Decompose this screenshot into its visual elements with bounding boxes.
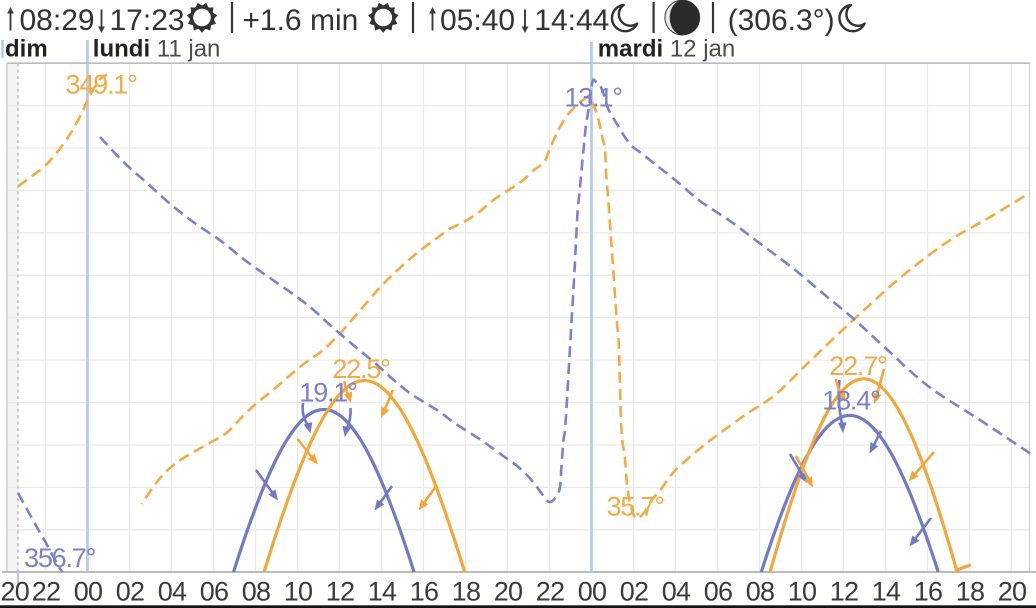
svg-text:06: 06	[200, 577, 228, 607]
svg-text:02: 02	[116, 577, 144, 607]
svg-text:19.1°: 19.1°	[299, 378, 357, 408]
svg-text:10: 10	[284, 577, 312, 607]
svg-text:18: 18	[452, 577, 480, 607]
svg-text:16: 16	[914, 577, 942, 607]
svg-text:lundi 11 jan: lundi 11 jan	[93, 36, 221, 63]
svg-text:20: 20	[1, 577, 29, 607]
svg-text:12: 12	[830, 577, 858, 607]
svg-text:22.7°: 22.7°	[829, 351, 887, 381]
svg-text:06: 06	[704, 577, 732, 607]
svg-text:35.7°: 35.7°	[607, 492, 665, 522]
svg-text:00: 00	[74, 577, 102, 607]
svg-text:349.1°: 349.1°	[66, 70, 138, 100]
svg-text:mardi 12 jan: mardi 12 jan	[598, 36, 735, 63]
svg-text:dim: dim	[5, 36, 48, 63]
svg-text:22: 22	[32, 577, 60, 607]
svg-text:14: 14	[872, 577, 901, 607]
svg-text:14:44: 14:44	[534, 4, 609, 37]
svg-text:10: 10	[788, 577, 816, 607]
svg-text:16: 16	[410, 577, 438, 607]
svg-text:356.7°: 356.7°	[24, 543, 96, 573]
svg-text:17:23: 17:23	[110, 4, 185, 37]
svg-text:05:40: 05:40	[440, 4, 515, 37]
svg-text:14: 14	[368, 577, 397, 607]
svg-text:08: 08	[746, 577, 774, 607]
svg-text:12: 12	[326, 577, 354, 607]
svg-text:00: 00	[578, 577, 606, 607]
svg-text:04: 04	[158, 577, 187, 607]
svg-text:22: 22	[536, 577, 564, 607]
svg-text:+1.6 min: +1.6 min	[242, 4, 358, 37]
svg-text:20: 20	[494, 577, 522, 607]
svg-text:(306.3°): (306.3°)	[728, 4, 835, 37]
svg-text:18: 18	[956, 577, 984, 607]
svg-text:08:29: 08:29	[20, 4, 95, 37]
svg-text:18.4°: 18.4°	[822, 386, 880, 416]
svg-text:04: 04	[662, 577, 691, 607]
svg-text:02: 02	[620, 577, 648, 607]
svg-text:22.5°: 22.5°	[332, 354, 390, 384]
svg-text:20: 20	[998, 577, 1026, 607]
svg-text:13.1°: 13.1°	[565, 83, 623, 113]
svg-text:08: 08	[242, 577, 270, 607]
